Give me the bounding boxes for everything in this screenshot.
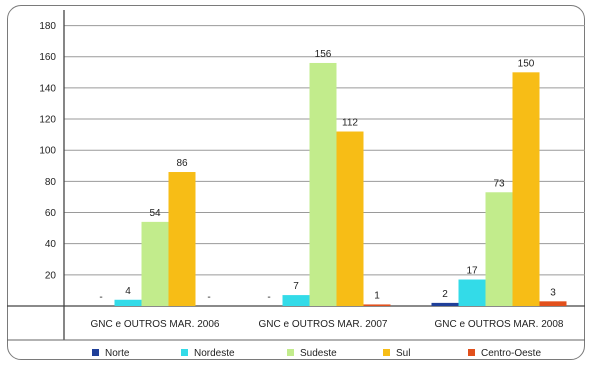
data-label: 4: [125, 286, 131, 297]
legend-swatch: [92, 349, 99, 356]
bar: [336, 131, 364, 306]
data-label: 1: [374, 290, 380, 301]
y-tick-label: 80: [45, 177, 57, 188]
data-label: 2: [442, 289, 448, 300]
data-label: -: [267, 292, 270, 303]
y-tick-label: 20: [45, 270, 57, 281]
data-label: -: [99, 292, 102, 303]
data-label: 156: [315, 49, 332, 60]
data-label: 86: [176, 158, 188, 169]
bar: [363, 304, 391, 306]
data-label: -: [207, 292, 210, 303]
legend-swatch: [468, 349, 475, 356]
data-label: 3: [550, 287, 556, 298]
bar: [458, 279, 486, 306]
y-tick-label: 140: [39, 83, 56, 94]
x-category-label: GNC e OUTROS MAR. 2008: [435, 319, 564, 330]
y-tick-label: 40: [45, 239, 57, 250]
legend-label: Sul: [396, 348, 410, 359]
legend-label: Centro-Oeste: [481, 348, 541, 359]
data-label: 150: [518, 58, 535, 69]
data-label: 17: [466, 266, 478, 277]
bar: [485, 192, 513, 306]
y-tick-label: 180: [39, 21, 56, 32]
bar: [168, 172, 196, 306]
legend-label: Norte: [105, 348, 130, 359]
legend-swatch: [181, 349, 188, 356]
bar: [114, 299, 142, 306]
x-category-label: GNC e OUTROS MAR. 2007: [259, 319, 388, 330]
legend-label: Sudeste: [300, 348, 337, 359]
bar: [539, 301, 567, 306]
data-label: 112: [342, 118, 358, 129]
bar: [282, 295, 310, 306]
data-label: 73: [493, 178, 505, 189]
bar: [141, 221, 169, 306]
y-tick-label: 120: [39, 115, 56, 126]
legend-swatch: [383, 349, 390, 356]
y-tick-label: 160: [39, 52, 56, 63]
bar: [512, 72, 540, 306]
bar: [431, 302, 459, 306]
legend-swatch: [287, 349, 294, 356]
x-category-label: GNC e OUTROS MAR. 2006: [91, 319, 220, 330]
data-label: 54: [149, 208, 161, 219]
y-tick-label: 100: [39, 146, 56, 157]
y-tick-label: 60: [45, 208, 57, 219]
data-label: 7: [293, 281, 299, 292]
bar: [309, 62, 337, 307]
legend-label: Nordeste: [194, 348, 235, 359]
